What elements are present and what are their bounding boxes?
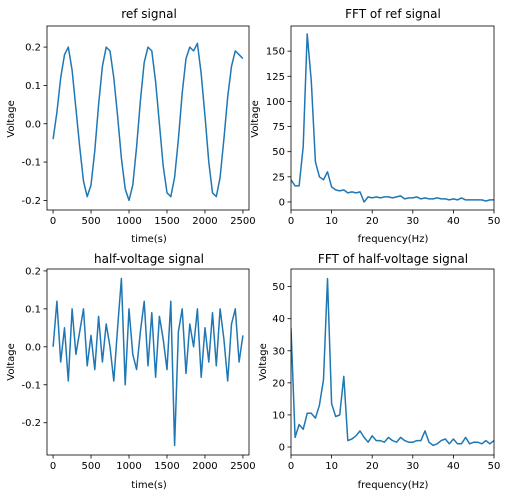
x-axis-label: frequency(Hz) [358, 234, 429, 245]
x-tick-label: 500 [81, 461, 100, 472]
y-tick-label: 0.0 [25, 342, 41, 353]
y-tick-label: 150 [266, 47, 285, 58]
y-tick-label: 125 [266, 72, 285, 83]
x-axis-label: time(s) [131, 234, 167, 245]
y-tick-label: 0 [279, 442, 285, 453]
x-tick-label: 20 [366, 216, 379, 227]
x-tick-label: 30 [406, 461, 419, 472]
x-tick-label: 20 [366, 461, 379, 472]
x-axis-label: time(s) [131, 480, 167, 491]
x-tick-label: 1500 [154, 461, 179, 472]
y-axis-label: Voltage [6, 100, 17, 138]
y-axis-label: Voltage [250, 100, 261, 138]
x-tick-label: 40 [447, 216, 460, 227]
y-tick-label: 20 [272, 378, 285, 389]
x-axis-label: frequency(Hz) [358, 480, 429, 491]
y-tick-label: -0.2 [21, 418, 41, 429]
x-tick-label: 50 [488, 461, 501, 472]
chart-half-voltage-signal: half-voltage signal time(s) Voltage 0 500… [6, 252, 256, 491]
y-tick-label: 50 [272, 282, 285, 293]
x-tick-label: 0 [288, 216, 294, 227]
x-tick-label: 0 [50, 461, 56, 472]
y-tick-label: 0.2 [25, 43, 41, 54]
y-axis-label: Voltage [6, 343, 17, 381]
x-tick-label: 2000 [192, 216, 217, 227]
x-tick-label: 50 [488, 216, 501, 227]
y-tick-label: 0.1 [25, 304, 41, 315]
y-tick-label: 0.1 [25, 81, 41, 92]
series-line [52, 42, 244, 202]
series-line [52, 277, 244, 447]
y-tick-label: 25 [272, 172, 285, 183]
y-axis-label: Voltage [258, 343, 269, 381]
y-tick-label: 40 [272, 314, 285, 325]
x-tick-label: 2500 [230, 216, 255, 227]
chart-fft-ref: FFT of ref signal frequency(Hz) Voltage … [250, 7, 500, 245]
chart-fft-half-voltage: FFT of half-voltage signal frequency(Hz)… [258, 252, 500, 491]
y-tick-label: -0.1 [21, 158, 41, 169]
y-tick-label: 0.0 [25, 119, 41, 130]
y-tick-label: 50 [272, 147, 285, 158]
y-tick-label: 0.2 [25, 266, 41, 277]
y-tick-label: 30 [272, 346, 285, 357]
chart-ref-signal: ref signal time(s) Voltage 0 500 1000 1500 2… [6, 7, 256, 245]
y-tick-label: 100 [266, 97, 285, 108]
x-tick-label: 500 [81, 216, 100, 227]
x-tick-label: 0 [288, 461, 294, 472]
series-line [291, 277, 494, 447]
y-tick-label: 0 [279, 197, 285, 208]
axes-frame [46, 25, 250, 211]
x-tick-label: 1000 [116, 461, 141, 472]
axes-frame [46, 268, 250, 456]
y-tick-label: 10 [272, 410, 285, 421]
x-tick-label: 10 [325, 461, 338, 472]
x-tick-label: 1500 [154, 216, 179, 227]
series-line [291, 33, 494, 203]
axes-frame [290, 25, 495, 211]
chart-title: FFT of ref signal [345, 7, 441, 21]
chart-title: half-voltage signal [94, 252, 204, 266]
chart-title: ref signal [121, 7, 177, 21]
x-tick-label: 0 [50, 216, 56, 227]
x-tick-label: 30 [406, 216, 419, 227]
axes-frame [290, 268, 495, 456]
chart-title: FFT of half-voltage signal [318, 252, 468, 266]
x-tick-label: 1000 [116, 216, 141, 227]
y-tick-label: 75 [272, 122, 285, 133]
x-tick-label: 2500 [230, 461, 255, 472]
x-tick-label: 40 [447, 461, 460, 472]
x-tick-label: 2000 [192, 461, 217, 472]
y-tick-label: -0.2 [21, 196, 41, 207]
x-tick-label: 10 [325, 216, 338, 227]
y-tick-label: -0.1 [21, 380, 41, 391]
